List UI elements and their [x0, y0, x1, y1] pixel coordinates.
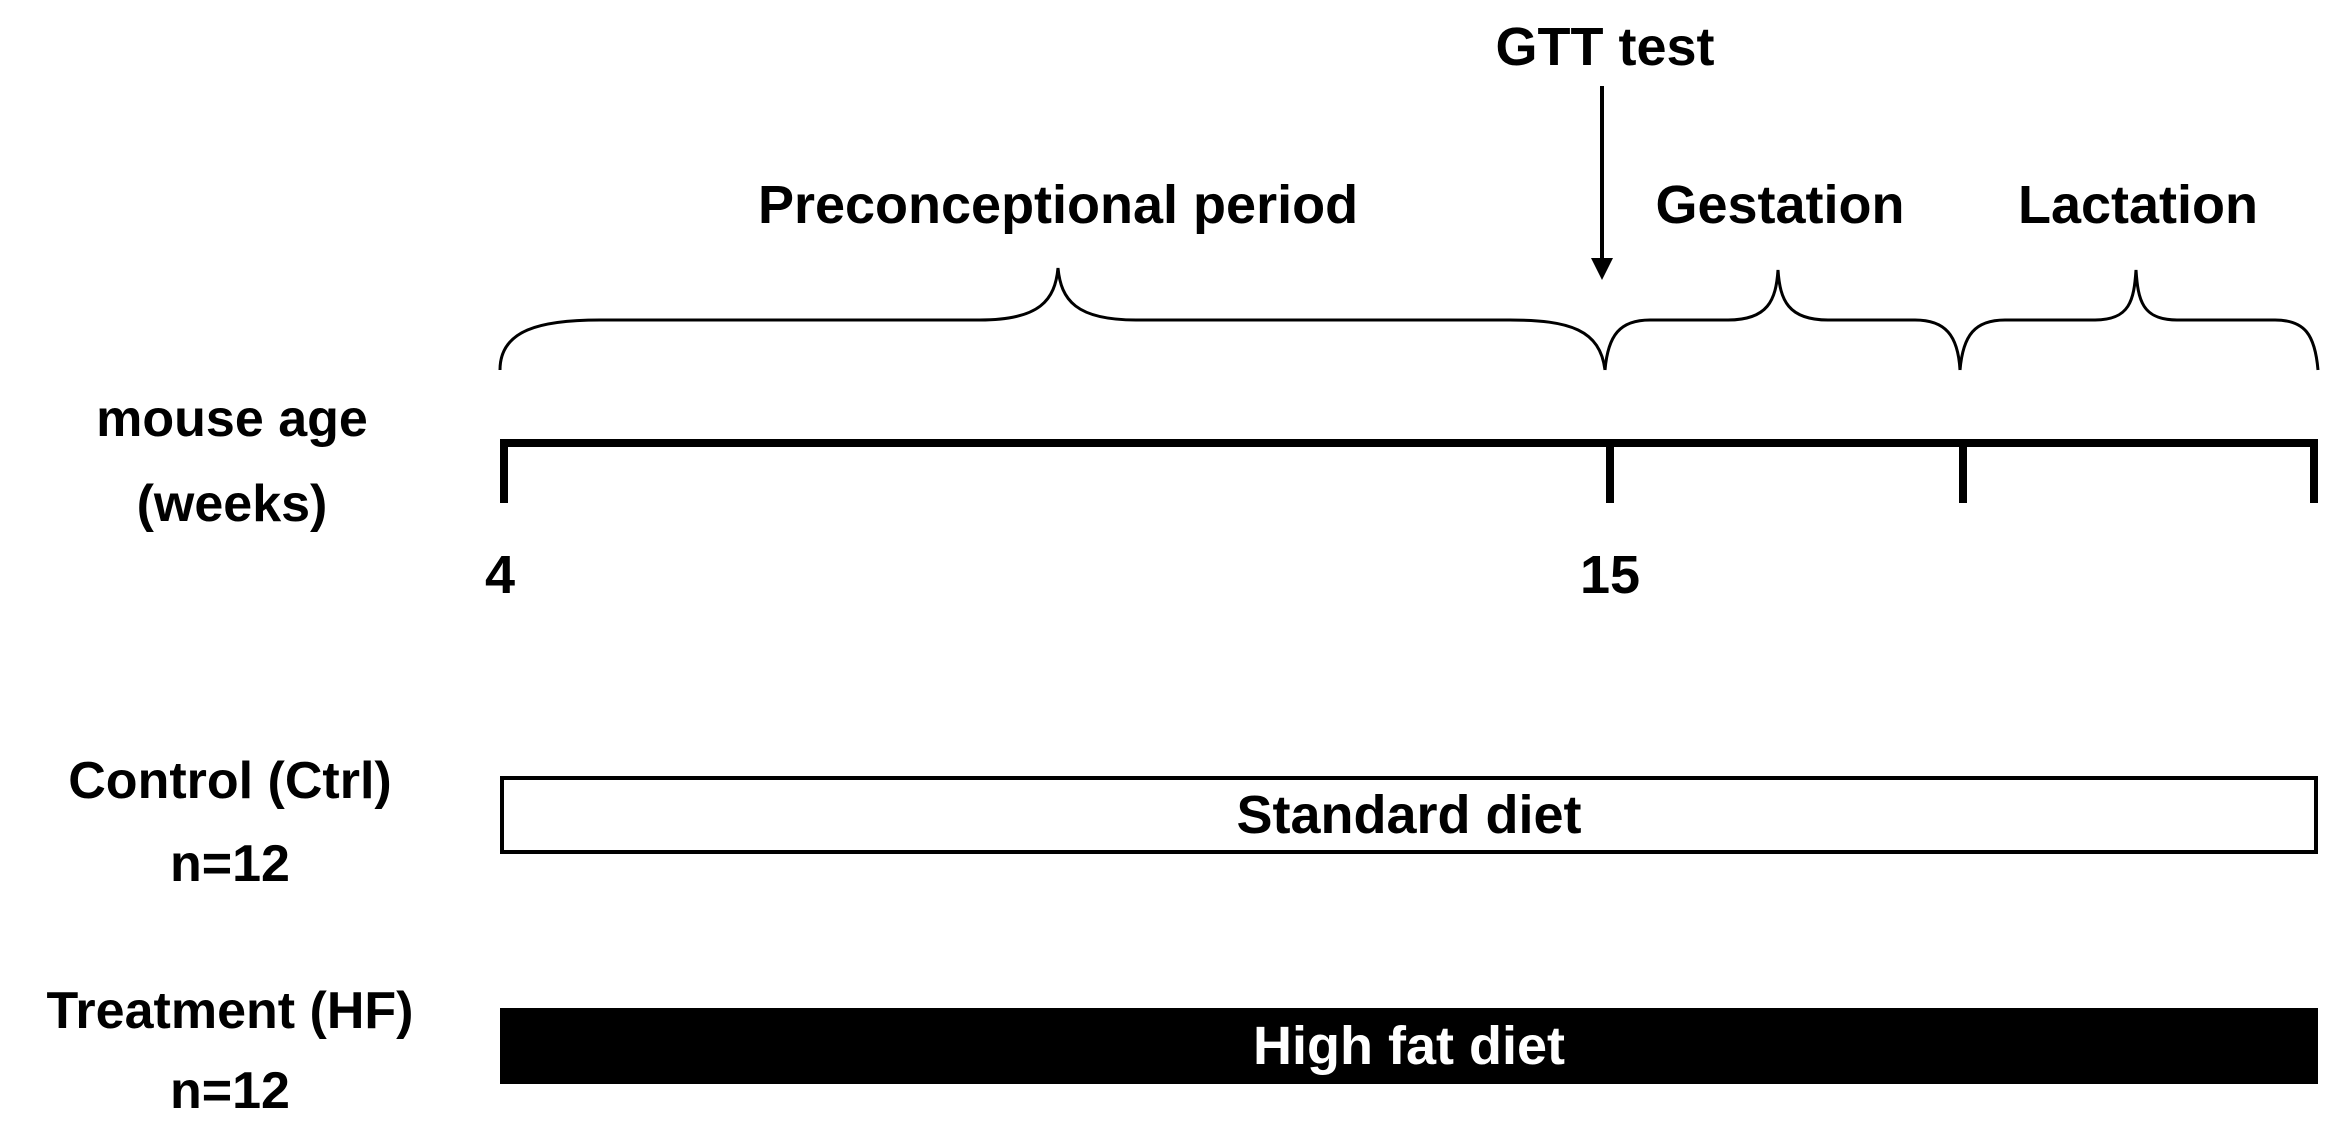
brace-gestation — [1603, 269, 1962, 371]
axis-label-line2: (weeks) — [136, 475, 328, 533]
tick-label-week-15: 15 — [1579, 545, 1641, 605]
gtt-arrow-head — [1591, 258, 1613, 280]
period-label-gestation: Gestation — [1655, 175, 1905, 235]
period-label-preconceptional: Preconceptional period — [757, 175, 1359, 235]
diet-label-standard: Standard diet — [1236, 785, 1582, 845]
group-name-treatment: Treatment (HF) — [46, 982, 414, 1040]
group-name-control: Control (Ctrl) — [68, 752, 392, 810]
gtt-test-label: GTT test — [1495, 17, 1715, 77]
diet-bar-high-fat: High fat diet — [500, 1008, 2318, 1084]
axis-label-line1: mouse age — [96, 390, 368, 448]
group-n-treatment: n=12 — [170, 1062, 290, 1120]
brace-preconceptional — [498, 267, 1607, 371]
diet-label-high-fat: High fat diet — [1253, 1016, 1565, 1076]
tick-label-week-4: 4 — [484, 545, 516, 605]
period-label-lactation: Lactation — [2017, 175, 2259, 235]
diet-bar-standard: Standard diet — [500, 776, 2318, 854]
brace-lactation — [1958, 269, 2320, 371]
group-n-control: n=12 — [170, 835, 290, 893]
